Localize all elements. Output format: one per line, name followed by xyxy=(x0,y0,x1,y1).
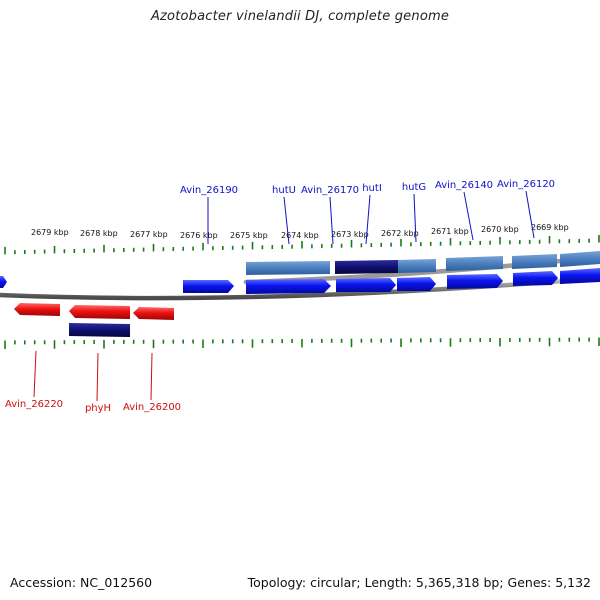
callout-line xyxy=(463,191,474,241)
gene-label[interactable]: hutU xyxy=(272,185,296,196)
cds-feature[interactable] xyxy=(512,254,557,269)
callout-line xyxy=(283,196,290,245)
scale-label: 2674 kbp xyxy=(281,231,319,240)
scale-label: 2676 kbp xyxy=(180,231,218,240)
accession-label: Accession: NC_012560 xyxy=(10,575,153,590)
callout-line xyxy=(33,350,37,398)
gene-arrow-forward[interactable] xyxy=(0,276,7,288)
gene-arrow-reverse[interactable] xyxy=(69,305,130,319)
cds-feature[interactable] xyxy=(69,323,130,337)
gene-arrow-forward[interactable] xyxy=(246,279,331,294)
callout-line xyxy=(150,352,153,401)
gene-label[interactable]: Avin_26190 xyxy=(180,185,238,196)
scale-ticks-inner xyxy=(4,337,600,349)
gene-label[interactable]: hutI xyxy=(362,183,382,194)
scale-label: 2677 kbp xyxy=(130,230,168,239)
callout-line xyxy=(525,190,535,239)
scale-label: 2678 kbp xyxy=(80,229,118,238)
gene-label[interactable]: Avin_26170 xyxy=(301,185,359,196)
gene-arrow-forward[interactable] xyxy=(560,268,600,284)
gene-label[interactable]: phyH xyxy=(85,403,111,414)
map-title: Azotobacter vinelandii DJ, complete geno… xyxy=(150,9,450,24)
gene-label[interactable]: Avin_26120 xyxy=(497,179,555,190)
callout-line xyxy=(96,352,99,402)
scale-label: 2671 kbp xyxy=(431,227,469,236)
scale-label: 2670 kbp xyxy=(481,225,519,234)
scale-label: 2672 kbp xyxy=(381,229,419,238)
scale-label: 2679 kbp xyxy=(31,228,69,237)
cds-feature[interactable] xyxy=(560,251,600,267)
genome-summary: Topology: circular; Length: 5,365,318 bp… xyxy=(247,575,591,590)
gene-arrow-forward[interactable] xyxy=(397,277,436,291)
genes-reverse xyxy=(14,303,174,320)
gene-label[interactable]: hutG xyxy=(402,182,426,193)
scale-labels: 2679 kbp 2678 kbp 2677 kbp 2676 kbp 2675 kbp… xyxy=(31,223,569,240)
cds-feature[interactable] xyxy=(446,256,503,271)
callout-line xyxy=(329,196,334,245)
gene-arrow-forward[interactable] xyxy=(336,278,396,292)
cds-feature[interactable] xyxy=(398,259,436,273)
gene-callouts: Avin_26190 hutU Avin_26170 hutI hutG Avin_261… xyxy=(5,179,555,414)
scale-ticks-outer xyxy=(4,235,600,255)
callout-line xyxy=(413,193,417,243)
genes-forward xyxy=(0,268,600,294)
gene-label[interactable]: Avin_26220 xyxy=(5,399,63,410)
cds-feature[interactable] xyxy=(335,260,398,274)
gene-arrow-forward[interactable] xyxy=(513,271,558,286)
scale-label: 2673 kbp xyxy=(331,230,369,239)
callout-line xyxy=(365,194,371,245)
cds-row-upper xyxy=(246,251,600,275)
gene-arrow-reverse[interactable] xyxy=(14,303,60,316)
cds-feature[interactable] xyxy=(246,261,330,275)
backbone-main xyxy=(0,275,600,301)
gene-arrow-reverse[interactable] xyxy=(133,307,174,320)
gene-label[interactable]: Avin_26140 xyxy=(435,180,493,191)
gene-label[interactable]: Avin_26200 xyxy=(123,402,181,413)
scale-label: 2669 kbp xyxy=(531,223,569,232)
gene-arrow-forward[interactable] xyxy=(447,274,503,289)
scale-label: 2675 kbp xyxy=(230,231,268,240)
gene-arrow-forward[interactable] xyxy=(183,280,234,293)
